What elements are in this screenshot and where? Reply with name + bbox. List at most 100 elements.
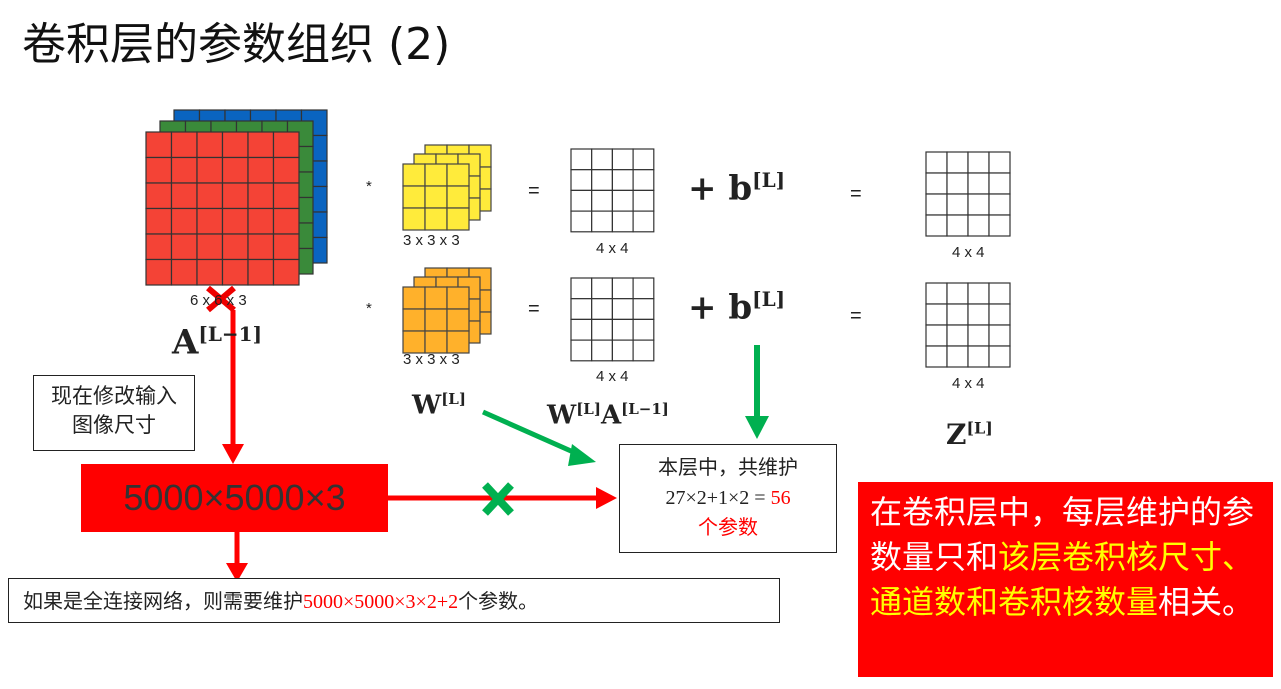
input-dims: 6 x 6 x 3: [190, 292, 247, 309]
grid-cell: [170, 131, 198, 159]
grid-cell: [145, 156, 173, 184]
grid-cell: [591, 189, 614, 212]
filter-2-dims: 3 x 3 x 3: [403, 351, 460, 368]
green-cross-icon: [482, 482, 514, 516]
grid-cell: [145, 131, 173, 159]
input-channel-red: [145, 131, 300, 286]
grid-cell: [632, 298, 655, 321]
grid-cell: [988, 214, 1011, 237]
grid-cell: [611, 318, 634, 341]
grid-cell: [170, 233, 198, 261]
grid-cell: [632, 339, 655, 362]
grid-cell: [272, 156, 300, 184]
grid-cell: [424, 207, 448, 231]
grid-cell: [570, 277, 593, 300]
grid-cell: [967, 303, 990, 326]
grid-cell: [611, 339, 634, 362]
a-superscript: [L−1]: [198, 322, 263, 346]
equals-2: =: [528, 298, 540, 320]
conv-out-1-dims: 4 x 4: [596, 240, 629, 257]
grid-cell: [946, 324, 969, 347]
grid-cell: [946, 303, 969, 326]
plus-b: + b: [688, 287, 753, 328]
grid-cell: [145, 207, 173, 235]
grid-cell: [925, 324, 948, 347]
grid-cell: [402, 185, 426, 209]
summary-highlight: 该层卷积核尺寸、通道数和卷积核数量: [870, 538, 1255, 621]
z-out-2-grid: [925, 282, 1011, 368]
grid-cell: [591, 277, 614, 300]
grid-cell: [247, 233, 275, 261]
grid-cell: [967, 214, 990, 237]
grid-cell: [221, 156, 249, 184]
grid-cell: [570, 148, 593, 171]
grid-cell: [967, 345, 990, 368]
w-symbol: W: [547, 400, 577, 431]
grid-cell: [632, 210, 655, 233]
grid-cell: [145, 233, 173, 261]
layer-note-line1: 本层中，共维护: [658, 457, 798, 479]
grid-cell: [611, 298, 634, 321]
summary-part1: 在卷积层中，每层维护的参数量只和: [870, 493, 1255, 576]
grid-cell: [967, 151, 990, 174]
grid-cell: [272, 233, 300, 261]
z-out-1-dims: 4 x 4: [952, 244, 985, 261]
grid-cell: [967, 324, 990, 347]
grid-cell: [424, 330, 448, 354]
z-label: Z[L]: [946, 418, 993, 451]
grid-cell: [570, 189, 593, 212]
grid-cell: [946, 214, 969, 237]
grid-cell: [221, 131, 249, 159]
equals-3: =: [850, 183, 862, 205]
grid-cell: [946, 172, 969, 195]
summary-box: 在卷积层中，每层维护的参数量只和该层卷积核尺寸、通道数和卷积核数量相关。: [858, 482, 1273, 677]
fc-note-suffix: 个参数。: [458, 589, 539, 613]
w-symbol: W: [412, 390, 442, 421]
b-superscript: [L]: [752, 168, 786, 192]
conv-out-1-grid: [570, 148, 655, 233]
grid-cell: [632, 318, 655, 341]
summary-part2: 相关。: [1158, 583, 1255, 621]
grid-cell: [272, 258, 300, 286]
grid-cell: [196, 207, 224, 235]
conv-op-2: *: [366, 300, 372, 317]
w-label: W[L]: [412, 390, 466, 421]
grid-cell: [170, 182, 198, 210]
a-superscript: [L−1]: [621, 400, 669, 418]
w-superscript: [L]: [576, 400, 601, 418]
grid-cell: [632, 189, 655, 212]
layer-note-value: 56: [770, 487, 791, 509]
grid-cell: [170, 207, 198, 235]
grid-cell: [446, 308, 470, 332]
grid-cell: [591, 210, 614, 233]
grid-cell: [946, 193, 969, 216]
plus-b: + b: [688, 168, 753, 209]
grid-cell: [570, 298, 593, 321]
wa-label: W[L]A[L−1]: [547, 400, 669, 431]
a-symbol: A: [600, 400, 622, 431]
grid-cell: [925, 151, 948, 174]
conv-op-1: *: [366, 178, 372, 195]
grid-cell: [570, 210, 593, 233]
grid-cell: [988, 345, 1011, 368]
grid-cell: [196, 182, 224, 210]
grid-cell: [272, 207, 300, 235]
filter-2-layer-1: [402, 286, 470, 354]
bias-2: + b[L]: [688, 287, 785, 327]
red-arrow-down-2: [226, 532, 248, 582]
grid-cell: [446, 207, 470, 231]
w-superscript: [L]: [441, 390, 466, 408]
grid-cell: [446, 185, 470, 209]
grid-cell: [402, 207, 426, 231]
grid-cell: [247, 182, 275, 210]
a-symbol: A: [172, 322, 199, 363]
grid-cell: [988, 151, 1011, 174]
grid-cell: [632, 169, 655, 191]
grid-cell: [170, 156, 198, 184]
grid-cell: [925, 282, 948, 305]
grid-cell: [570, 339, 593, 362]
layer-param-note: 本层中，共维护 27×2+1×2 = 56 个参数: [619, 444, 837, 553]
grid-cell: [247, 156, 275, 184]
grid-cell: [611, 169, 634, 191]
